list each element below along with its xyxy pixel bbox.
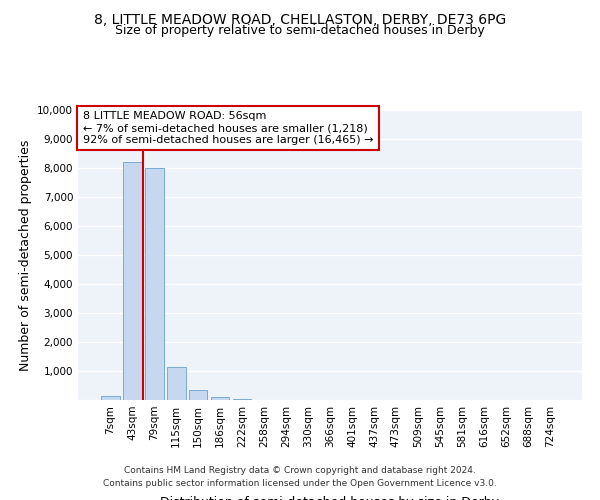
Bar (189, 390, 208, 400)
Y-axis label: Number of semi-detached properties: Number of semi-detached properties (19, 140, 32, 370)
Bar (101, 396, 119, 400)
Bar (167, 366, 185, 400)
Text: 8 LITTLE MEADOW ROAD: 56sqm
← 7% of semi-detached houses are smaller (1,218)
92%: 8 LITTLE MEADOW ROAD: 56sqm ← 7% of semi… (83, 112, 374, 144)
Text: Size of property relative to semi-detached houses in Derby: Size of property relative to semi-detach… (115, 24, 485, 37)
Text: 8, LITTLE MEADOW ROAD, CHELLASTON, DERBY, DE73 6PG: 8, LITTLE MEADOW ROAD, CHELLASTON, DERBY… (94, 12, 506, 26)
Bar (123, 162, 142, 400)
Bar (233, 398, 251, 400)
X-axis label: Distribution of semi-detached houses by size in Derby: Distribution of semi-detached houses by … (161, 496, 499, 500)
Bar (145, 168, 164, 400)
Bar (211, 396, 229, 400)
Text: Contains HM Land Registry data © Crown copyright and database right 2024.
Contai: Contains HM Land Registry data © Crown c… (103, 466, 497, 487)
